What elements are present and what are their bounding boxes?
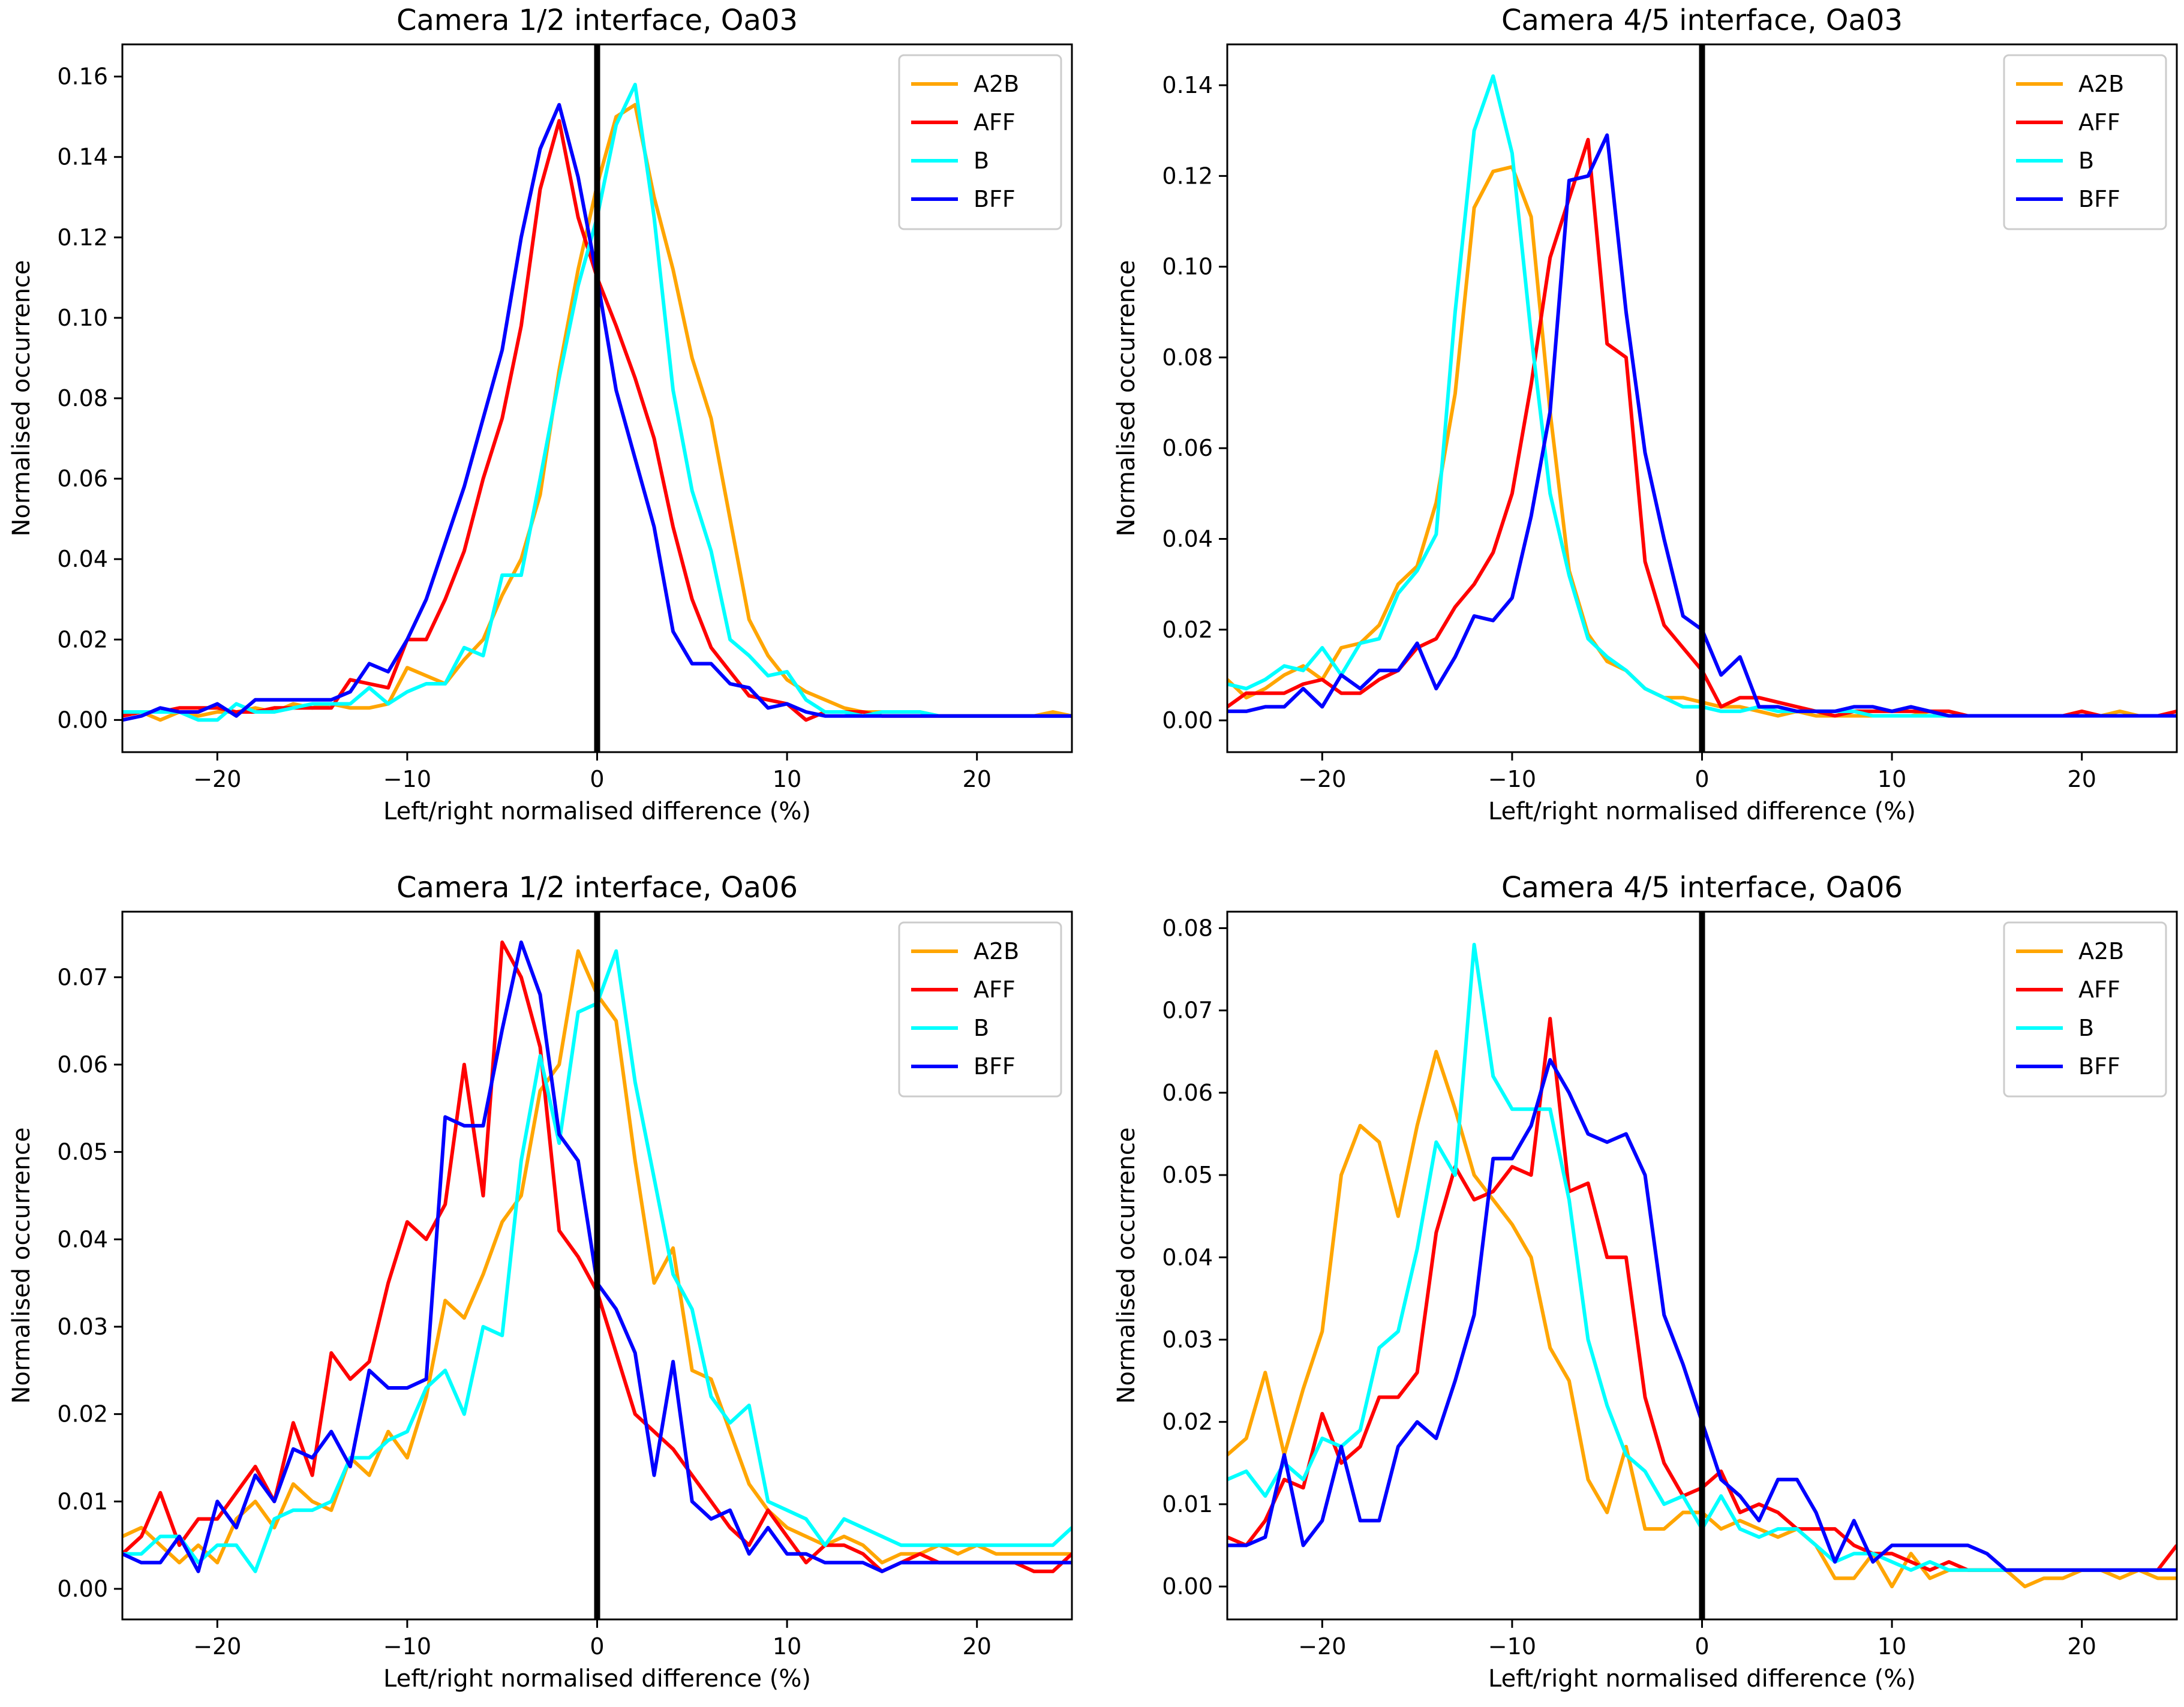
chart-title: Camera 1/2 interface, Oa03: [396, 4, 798, 37]
x-tick-label: −10: [1488, 766, 1536, 792]
y-tick-label: 0.04: [57, 546, 108, 572]
x-tick-label: 20: [963, 1633, 992, 1660]
x-tick-label: 10: [1877, 766, 1906, 792]
y-tick-label: 0.05: [1162, 1162, 1213, 1188]
legend-box: [2003, 921, 2167, 1098]
legend-label-a2b: A2B: [974, 938, 1019, 964]
legend-label-b: B: [2078, 1015, 2094, 1041]
x-tick-label: 20: [2068, 766, 2096, 792]
x-tick-label: −10: [1488, 1633, 1536, 1660]
y-tick-label: 0.00: [1162, 1573, 1213, 1600]
legend-label-aff: AFF: [2078, 976, 2120, 1003]
y-tick-label: 0.01: [1162, 1491, 1213, 1517]
y-axis-label: Normalised occurrence: [8, 1127, 35, 1404]
x-tick-label: 0: [1695, 1633, 1709, 1660]
y-axis-label: Normalised occurrence: [8, 260, 35, 536]
legend-label-a2b: A2B: [2078, 938, 2124, 964]
legend-label-b: B: [2078, 148, 2094, 174]
chart-title: Camera 4/5 interface, Oa06: [1501, 871, 1903, 904]
x-tick-label: 0: [1695, 766, 1709, 792]
legend-label-aff: AFF: [974, 976, 1016, 1003]
y-tick-label: 0.14: [57, 144, 108, 170]
y-tick-label: 0.12: [57, 224, 108, 251]
legend-box: [2003, 54, 2167, 230]
legend-label-aff: AFF: [2078, 109, 2120, 136]
x-tick-label: −10: [383, 766, 431, 792]
x-tick-label: −20: [1298, 766, 1346, 792]
panel-camera-12-oa03: Camera 1/2 interface, Oa03 −20 −10 0 10 20 0.0…: [8, 4, 1073, 825]
x-tick-label: 0: [590, 766, 604, 792]
x-axis-label: Left/right normalised difference (%): [383, 798, 811, 825]
y-tick-label: 0.07: [57, 964, 108, 990]
legend-label-a2b: A2B: [2078, 71, 2124, 97]
x-tick-label: −20: [193, 766, 241, 792]
panel-camera-12-oa06: Camera 1/2 interface, Oa06 −20 −10 0 10 20 0.0…: [8, 871, 1073, 1693]
legend-label-bff: BFF: [2078, 1053, 2120, 1080]
y-tick-label: 0.14: [1162, 72, 1213, 98]
y-axis-label: Normalised occurrence: [1113, 260, 1140, 536]
x-tick-label: 10: [773, 766, 801, 792]
y-tick-label: 0.08: [57, 385, 108, 411]
legend: A2B AFF B BFF: [2003, 54, 2167, 230]
y-tick-label: 0.06: [1162, 435, 1213, 461]
y-tick-label: 0.01: [57, 1488, 108, 1514]
y-tick-label: 0.04: [57, 1226, 108, 1252]
legend-label-bff: BFF: [974, 186, 1016, 212]
y-tick-label: 0.04: [1162, 525, 1213, 552]
chart-title: Camera 1/2 interface, Oa06: [396, 871, 798, 904]
x-tick-label: 10: [1877, 1633, 1906, 1660]
y-tick-label: 0.00: [57, 707, 108, 733]
y-tick-label: 0.16: [57, 64, 108, 90]
y-tick-label: 0.12: [1162, 163, 1213, 189]
legend: A2B AFF B BFF: [898, 54, 1062, 230]
x-tick-label: 0: [590, 1633, 604, 1660]
y-tick-label: 0.10: [57, 305, 108, 331]
y-tick-label: 0.03: [1162, 1326, 1213, 1353]
chart-title: Camera 4/5 interface, Oa03: [1501, 4, 1903, 37]
y-tick-label: 0.04: [1162, 1244, 1213, 1270]
x-tick-label: 10: [773, 1633, 801, 1660]
legend: A2B AFF B BFF: [898, 921, 1062, 1098]
x-axis-label: Left/right normalised difference (%): [383, 1665, 811, 1693]
y-tick-label: 0.08: [1162, 915, 1213, 941]
x-tick-label: −10: [383, 1633, 431, 1660]
x-tick-label: 20: [2068, 1633, 2096, 1660]
x-tick-label: −20: [193, 1633, 241, 1660]
legend-box: [898, 54, 1062, 230]
y-tick-label: 0.00: [57, 1576, 108, 1602]
y-tick-label: 0.08: [1162, 344, 1213, 371]
legend-label-b: B: [974, 148, 989, 174]
y-axis-label: Normalised occurrence: [1113, 1127, 1140, 1404]
legend-label-aff: AFF: [974, 109, 1016, 136]
y-tick-label: 0.02: [57, 1401, 108, 1427]
x-tick-label: −20: [1298, 1633, 1346, 1660]
legend-label-a2b: A2B: [974, 71, 1019, 97]
y-tick-label: 0.07: [1162, 997, 1213, 1024]
x-axis-label: Left/right normalised difference (%): [1488, 798, 1916, 825]
y-tick-label: 0.06: [57, 465, 108, 492]
panel-camera-45-oa03: Camera 4/5 interface, Oa03 −20 −10 0 10 20 0.0…: [1113, 4, 2178, 825]
x-axis-label: Left/right normalised difference (%): [1488, 1665, 1916, 1693]
legend-label-bff: BFF: [974, 1053, 1016, 1080]
y-tick-label: 0.06: [1162, 1080, 1213, 1106]
y-tick-label: 0.00: [1162, 707, 1213, 734]
legend-label-bff: BFF: [2078, 186, 2120, 212]
panel-camera-45-oa06: Camera 4/5 interface, Oa06 −20 −10 0 10 20 0.0…: [1113, 871, 2178, 1693]
y-tick-label: 0.02: [1162, 617, 1213, 643]
y-tick-label: 0.06: [57, 1051, 108, 1078]
legend: A2B AFF B BFF: [2003, 921, 2167, 1098]
y-tick-label: 0.02: [1162, 1409, 1213, 1435]
x-tick-label: 20: [963, 766, 992, 792]
y-tick-label: 0.05: [57, 1139, 108, 1165]
y-tick-label: 0.02: [57, 626, 108, 653]
y-tick-label: 0.10: [1162, 254, 1213, 280]
legend-box: [898, 921, 1062, 1098]
y-tick-label: 0.03: [57, 1314, 108, 1340]
legend-label-b: B: [974, 1015, 989, 1041]
